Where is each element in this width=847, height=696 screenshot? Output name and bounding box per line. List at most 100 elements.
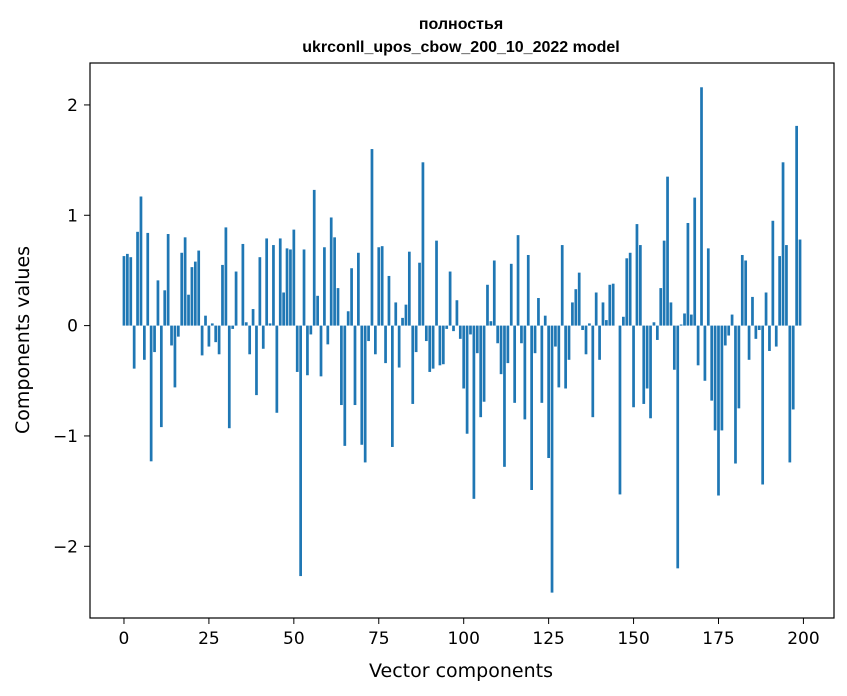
bar-83: [404, 304, 408, 326]
x-tick-label: 100: [447, 629, 479, 649]
bar-151: [635, 224, 639, 326]
bar-144: [611, 283, 615, 326]
bar-194: [781, 162, 785, 326]
bar-55: [309, 325, 313, 335]
y-tick-label: 0: [67, 317, 78, 337]
bar-182: [740, 254, 744, 326]
bar-15: [173, 325, 177, 388]
bar-28: [217, 325, 221, 355]
bar-104: [475, 325, 479, 354]
bar-156: [652, 322, 656, 326]
bar-70: [360, 325, 364, 445]
bar-134: [577, 272, 581, 326]
bar-5: [139, 196, 143, 326]
bar-2: [129, 257, 133, 326]
bar-115: [513, 325, 517, 403]
bar-16: [176, 325, 180, 337]
bar-176: [720, 325, 724, 431]
x-tick-label: 200: [787, 629, 819, 649]
y-tick-label: 1: [67, 206, 78, 226]
bar-48: [285, 248, 289, 326]
bar-116: [516, 235, 520, 326]
bar-50: [292, 229, 296, 326]
bar-196: [788, 325, 792, 463]
bar-138: [591, 325, 595, 418]
bar-81: [397, 325, 401, 368]
bar-52: [299, 325, 302, 577]
bar-118: [523, 325, 527, 420]
bar-66: [346, 311, 350, 326]
bar-10: [156, 280, 160, 326]
bar-42: [265, 238, 269, 326]
bar-178: [727, 325, 731, 336]
bar-187: [757, 325, 761, 331]
bar-51: [295, 325, 299, 372]
bar-143: [608, 284, 612, 326]
bar-181: [737, 325, 741, 409]
bar-96: [448, 271, 452, 326]
bar-88: [421, 162, 425, 326]
bar-179: [730, 314, 734, 326]
chart-title-line-1: полностья: [419, 16, 503, 33]
bar-27: [214, 325, 218, 343]
bar-122: [537, 298, 540, 326]
bar-53: [302, 249, 306, 326]
bar-148: [625, 258, 629, 326]
bars-group: [122, 87, 802, 593]
bar-139: [594, 292, 598, 326]
bar-94: [441, 325, 445, 365]
bar-1: [126, 253, 129, 326]
bar-33: [234, 271, 238, 326]
bar-180: [734, 325, 737, 464]
bar-61: [329, 217, 333, 326]
bar-106: [482, 325, 486, 402]
bar-124: [543, 315, 547, 326]
bar-184: [747, 325, 751, 360]
bar-36: [244, 322, 248, 326]
bar-192: [774, 325, 778, 347]
bar-146: [618, 325, 622, 495]
bar-60: [326, 325, 330, 345]
bar-32: [231, 325, 235, 329]
bar-54: [306, 325, 309, 376]
bar-193: [778, 256, 781, 326]
bar-155: [649, 325, 652, 419]
bar-29: [221, 264, 224, 326]
bar-126: [550, 325, 554, 593]
bar-167: [689, 314, 693, 326]
bar-62: [333, 237, 336, 326]
bar-72: [367, 325, 370, 342]
bar-108: [489, 321, 493, 326]
bar-44: [272, 245, 275, 326]
bar-86: [414, 325, 418, 353]
bar-80: [394, 302, 398, 326]
bar-3: [132, 325, 136, 369]
bar-38: [251, 309, 255, 326]
bar-188: [761, 325, 765, 485]
bar-153: [642, 325, 646, 404]
bar-110: [496, 325, 500, 344]
bar-163: [676, 325, 680, 569]
bar-195: [785, 245, 788, 326]
bar-93: [438, 325, 442, 366]
bar-107: [486, 284, 489, 326]
bar-91: [431, 325, 435, 369]
bar-160: [666, 176, 669, 326]
bar-56: [312, 189, 316, 326]
bar-142: [605, 320, 608, 326]
bar-117: [520, 325, 523, 344]
chart-title-line-2: ukrconll_upos_cbow_200_10_2022 model: [302, 39, 619, 56]
x-axis-ticks: 0 25 50 75 100 125 150 175 200: [119, 618, 820, 649]
bar-6: [143, 325, 146, 360]
bar-12: [163, 290, 167, 326]
bar-65: [343, 325, 347, 446]
bar-199: [798, 239, 802, 326]
bar-190: [768, 325, 771, 351]
bar-120: [530, 325, 533, 490]
bar-170: [700, 87, 703, 326]
bar-71: [363, 325, 367, 463]
bar-177: [723, 325, 727, 346]
bar-22: [197, 250, 201, 326]
